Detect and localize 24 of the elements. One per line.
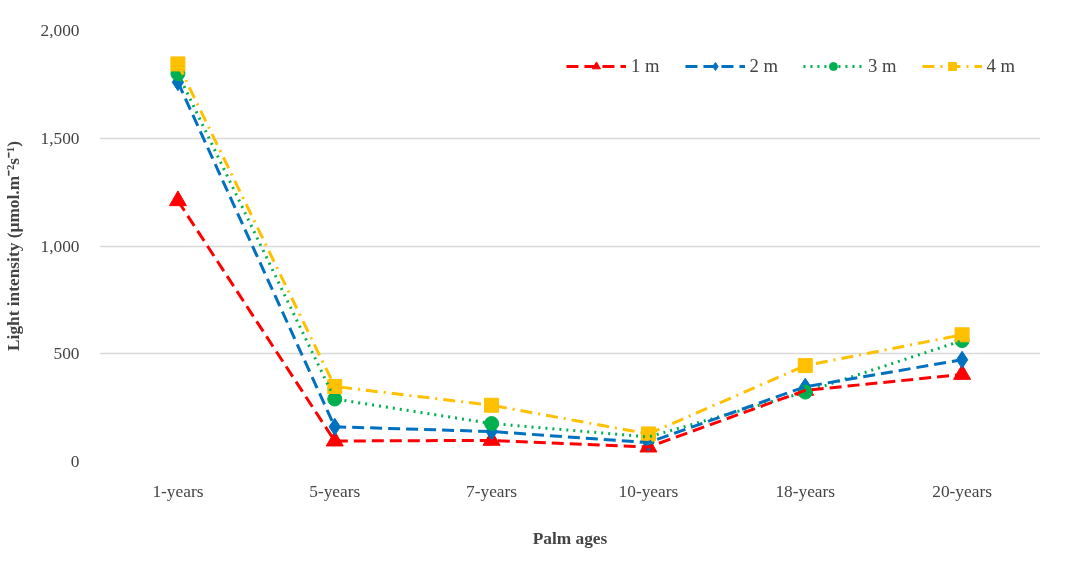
legend-label: 4 m [986, 55, 1015, 77]
x-tick-label: 18-years [775, 481, 836, 501]
y-axis-title: Light intensity (µmol.m⁻²s⁻¹) [3, 140, 23, 351]
x-axis-title: Palm ages [532, 528, 608, 548]
y-tick-label: 0 [70, 452, 80, 471]
point [954, 327, 970, 343]
x-tick-label: 20-years [932, 481, 993, 501]
y-tick-label: 1,000 [40, 236, 80, 256]
point [327, 379, 343, 395]
y-tick-label: 500 [53, 344, 80, 364]
legend-label: 3 m [867, 55, 897, 77]
point [955, 350, 969, 369]
point [484, 397, 500, 413]
legend-label: 1 m [630, 55, 660, 77]
x-tick-label: 10-years [618, 481, 679, 501]
legend-label: 2 m [749, 55, 778, 77]
point [484, 416, 500, 432]
y-tick-label: 1,500 [40, 128, 80, 148]
x-tick-label: 5-years [309, 481, 361, 501]
point [170, 56, 186, 72]
x-tick-label: 1-years [152, 481, 204, 501]
point [797, 358, 813, 374]
y-tick-label: 2,000 [40, 21, 80, 40]
x-tick-label: 7-years [466, 481, 518, 501]
